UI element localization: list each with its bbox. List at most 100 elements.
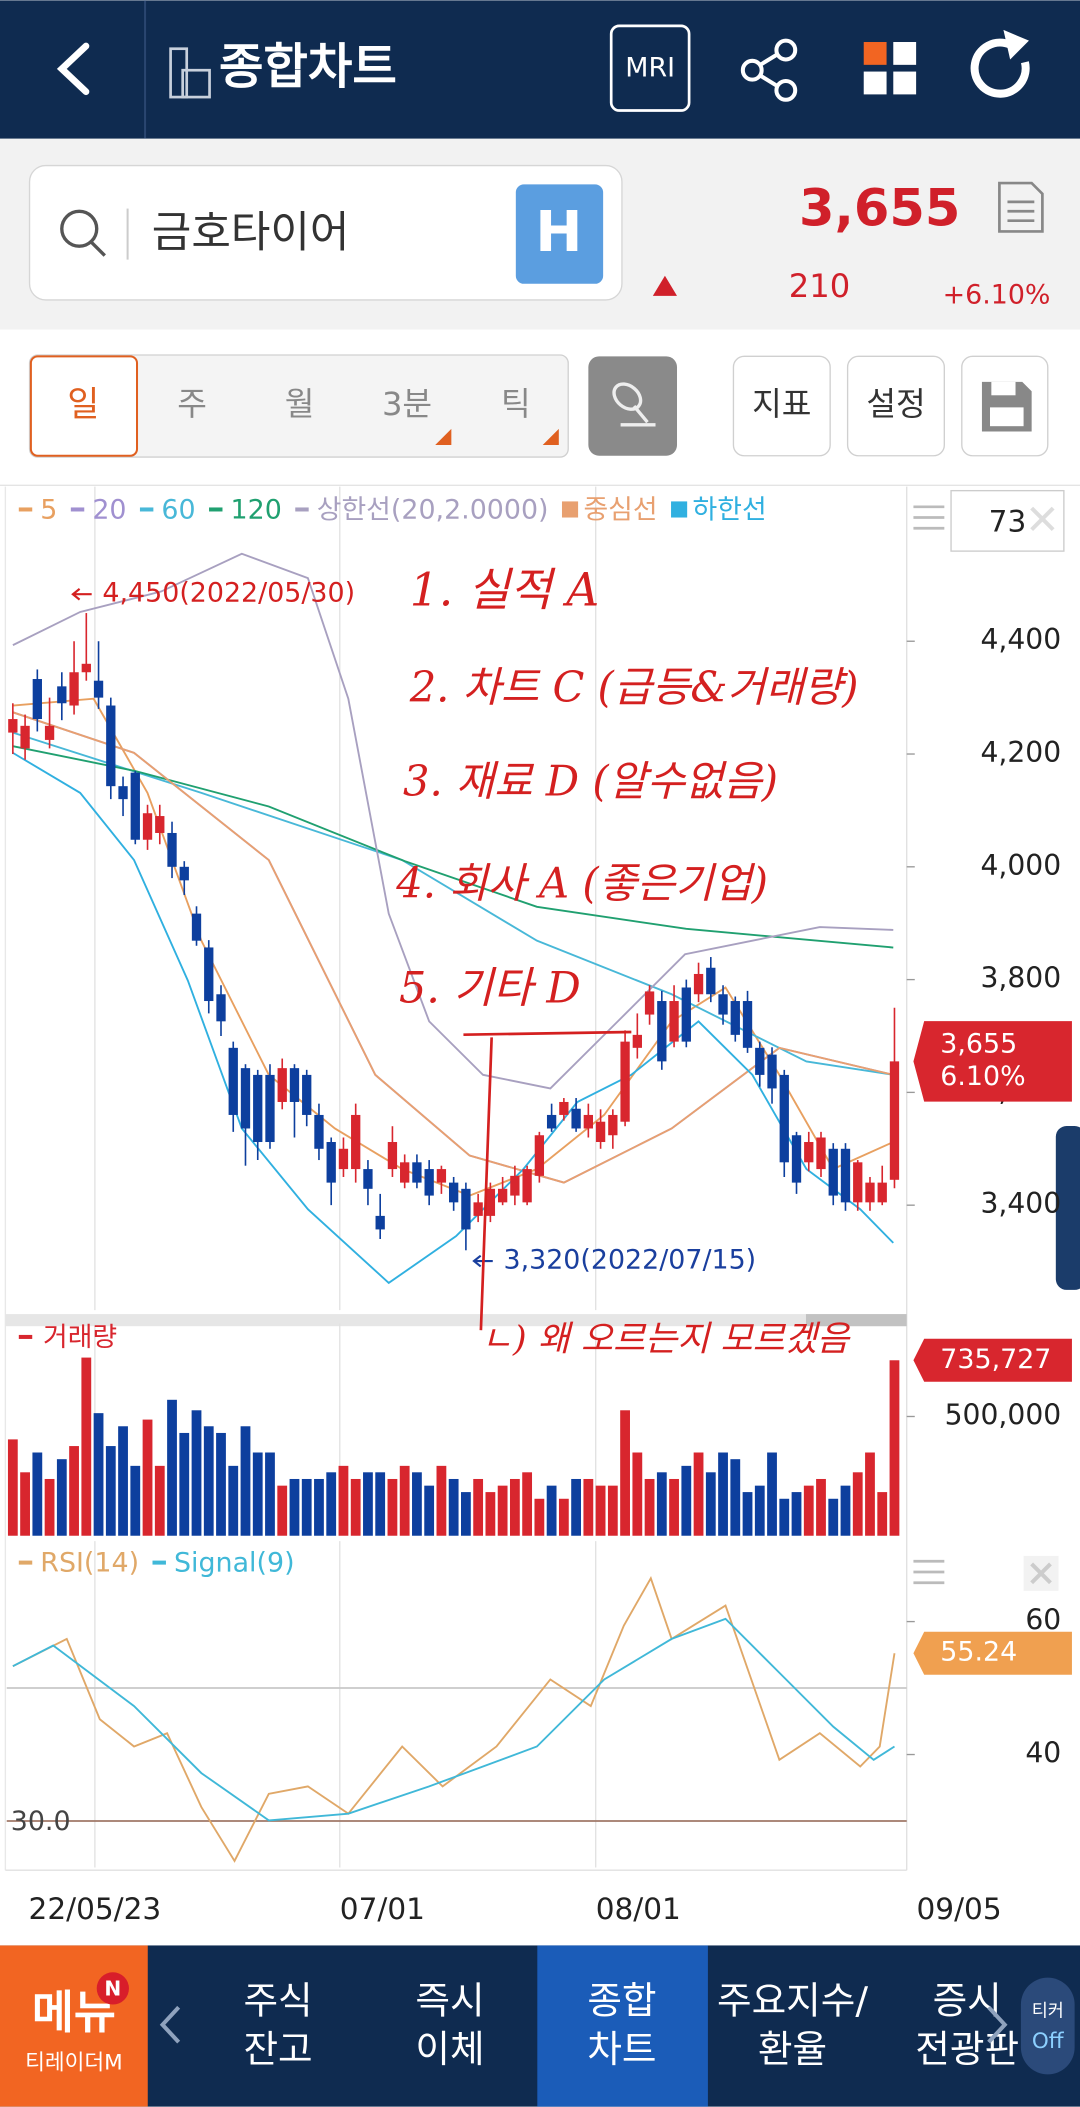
- volume-bar: [142, 1419, 153, 1536]
- mri-button[interactable]: [609, 24, 691, 112]
- candle-body: [669, 1001, 679, 1042]
- nav-item-label: 주요지수/: [717, 1979, 868, 2023]
- search-box[interactable]: [28, 164, 623, 301]
- volume-bar: [473, 1478, 484, 1536]
- draw-tool-button[interactable]: [588, 356, 678, 456]
- close-icon[interactable]: [1030, 506, 1055, 532]
- y-tick-label: 60: [1025, 1604, 1061, 1637]
- volume-bar: [93, 1413, 104, 1536]
- nav-right[interactable]: [987, 2005, 1008, 2044]
- volume-bar: [301, 1478, 312, 1536]
- volume-bar: [191, 1410, 202, 1536]
- volume-bar: [81, 1357, 92, 1536]
- tab[interactable]: 3분: [382, 385, 432, 423]
- candle-body: [571, 1108, 581, 1129]
- candle-body: [595, 1121, 606, 1143]
- panel-menu-icon[interactable]: [913, 1559, 945, 1585]
- handwritten-note: 5. 기타 D: [399, 964, 581, 1014]
- candle-body: [314, 1114, 324, 1149]
- candle-body: [779, 1074, 789, 1163]
- volume-bar: [20, 1472, 30, 1536]
- candle-body: [608, 1114, 618, 1136]
- volume-bar: [7, 1439, 18, 1536]
- legend-swatch: [671, 501, 688, 518]
- volume-bar: [828, 1498, 839, 1536]
- volume-bar: [130, 1465, 141, 1536]
- legend-label: Signal(9): [174, 1547, 295, 1578]
- volume-bar: [718, 1452, 728, 1536]
- volume-bar: [803, 1485, 814, 1536]
- x-tick-label: 08/01: [596, 1892, 681, 1926]
- nav-item-label: 종합: [587, 1979, 656, 2023]
- nav-left[interactable]: [159, 2005, 181, 2044]
- legend-label: 중심선: [583, 494, 657, 525]
- volume-bar: [436, 1465, 447, 1536]
- candle-body: [400, 1162, 410, 1183]
- nav-selected: [537, 1945, 708, 2107]
- badge-label: H: [535, 200, 582, 265]
- tab-selected[interactable]: [29, 355, 139, 457]
- badge-button[interactable]: [515, 184, 604, 284]
- candle-body: [473, 1202, 483, 1216]
- volume-bar: [754, 1485, 765, 1536]
- volume-bar: [522, 1472, 533, 1536]
- candle-body: [424, 1169, 434, 1196]
- last-value-label: 55.24: [940, 1637, 1017, 1668]
- ticker-label: 티커: [1032, 2001, 1064, 2021]
- volume-bar: [424, 1485, 435, 1536]
- tab[interactable]: 월: [285, 385, 315, 423]
- candle-body: [865, 1182, 875, 1203]
- volume-bar: [461, 1492, 471, 1536]
- candle-body: [265, 1074, 275, 1143]
- nav-item-label: 차트: [587, 2027, 656, 2071]
- panel-menu-icon[interactable]: [913, 505, 945, 530]
- y-tick-label: 4,200: [980, 736, 1061, 769]
- candle-body: [461, 1188, 471, 1230]
- volume-bar: [693, 1452, 704, 1536]
- share-button[interactable]: [740, 38, 798, 102]
- tab[interactable]: 일: [67, 385, 99, 425]
- candle-body: [804, 1142, 814, 1163]
- stock-name: 금호타이어: [152, 208, 350, 258]
- candle-body: [632, 1034, 642, 1048]
- side-tab[interactable]: [1055, 1126, 1080, 1290]
- candle-body: [889, 1061, 900, 1180]
- refresh-button[interactable]: [970, 29, 1030, 98]
- price-change-pct: +6.10%: [943, 279, 1051, 310]
- volume-bar: [571, 1478, 582, 1536]
- indicator-button[interactable]: [732, 355, 831, 457]
- menu-button[interactable]: [0, 1945, 148, 2107]
- volume-bar: [118, 1426, 128, 1536]
- current-price: 3,655: [799, 179, 960, 238]
- volume-bar: [179, 1432, 190, 1536]
- indicator-line: [12, 552, 894, 1090]
- volume-bar: [534, 1498, 545, 1536]
- volume-bar: [669, 1478, 679, 1536]
- candle-body: [412, 1162, 422, 1183]
- candle-body: [693, 973, 704, 995]
- ticker-toggle[interactable]: [1020, 1977, 1075, 2075]
- ticker-state: Off: [1032, 2029, 1065, 2054]
- close-icon[interactable]: [1023, 1555, 1059, 1591]
- tab[interactable]: 주: [177, 385, 207, 423]
- handwritten-note: ㄴ) 왜 오르는지 모르겠음: [481, 1319, 851, 1359]
- last-value-label: 3,655: [940, 1029, 1017, 1060]
- volume-bar: [767, 1452, 777, 1536]
- back-button[interactable]: [56, 42, 90, 96]
- tab[interactable]: 틱: [501, 385, 531, 423]
- chart-layer: 22/05/2307/0108/0109/053,4003,6003,8004,…: [6, 486, 1072, 1926]
- volume-bar: [509, 1478, 520, 1536]
- volume-bar: [497, 1485, 508, 1536]
- settings-button[interactable]: [846, 355, 945, 457]
- period-input[interactable]: [950, 489, 1065, 552]
- volume-bar: [546, 1485, 557, 1536]
- button-label: 지표: [752, 385, 811, 423]
- volume-bar: [252, 1452, 263, 1536]
- candle-body: [363, 1169, 373, 1189]
- candle-body: [228, 1047, 238, 1115]
- candle-body: [155, 816, 165, 833]
- layout-button[interactable]: [863, 42, 917, 95]
- indicator-line: [12, 1576, 896, 1863]
- doc-icon[interactable]: [998, 181, 1044, 233]
- button-label: 설정: [866, 385, 925, 423]
